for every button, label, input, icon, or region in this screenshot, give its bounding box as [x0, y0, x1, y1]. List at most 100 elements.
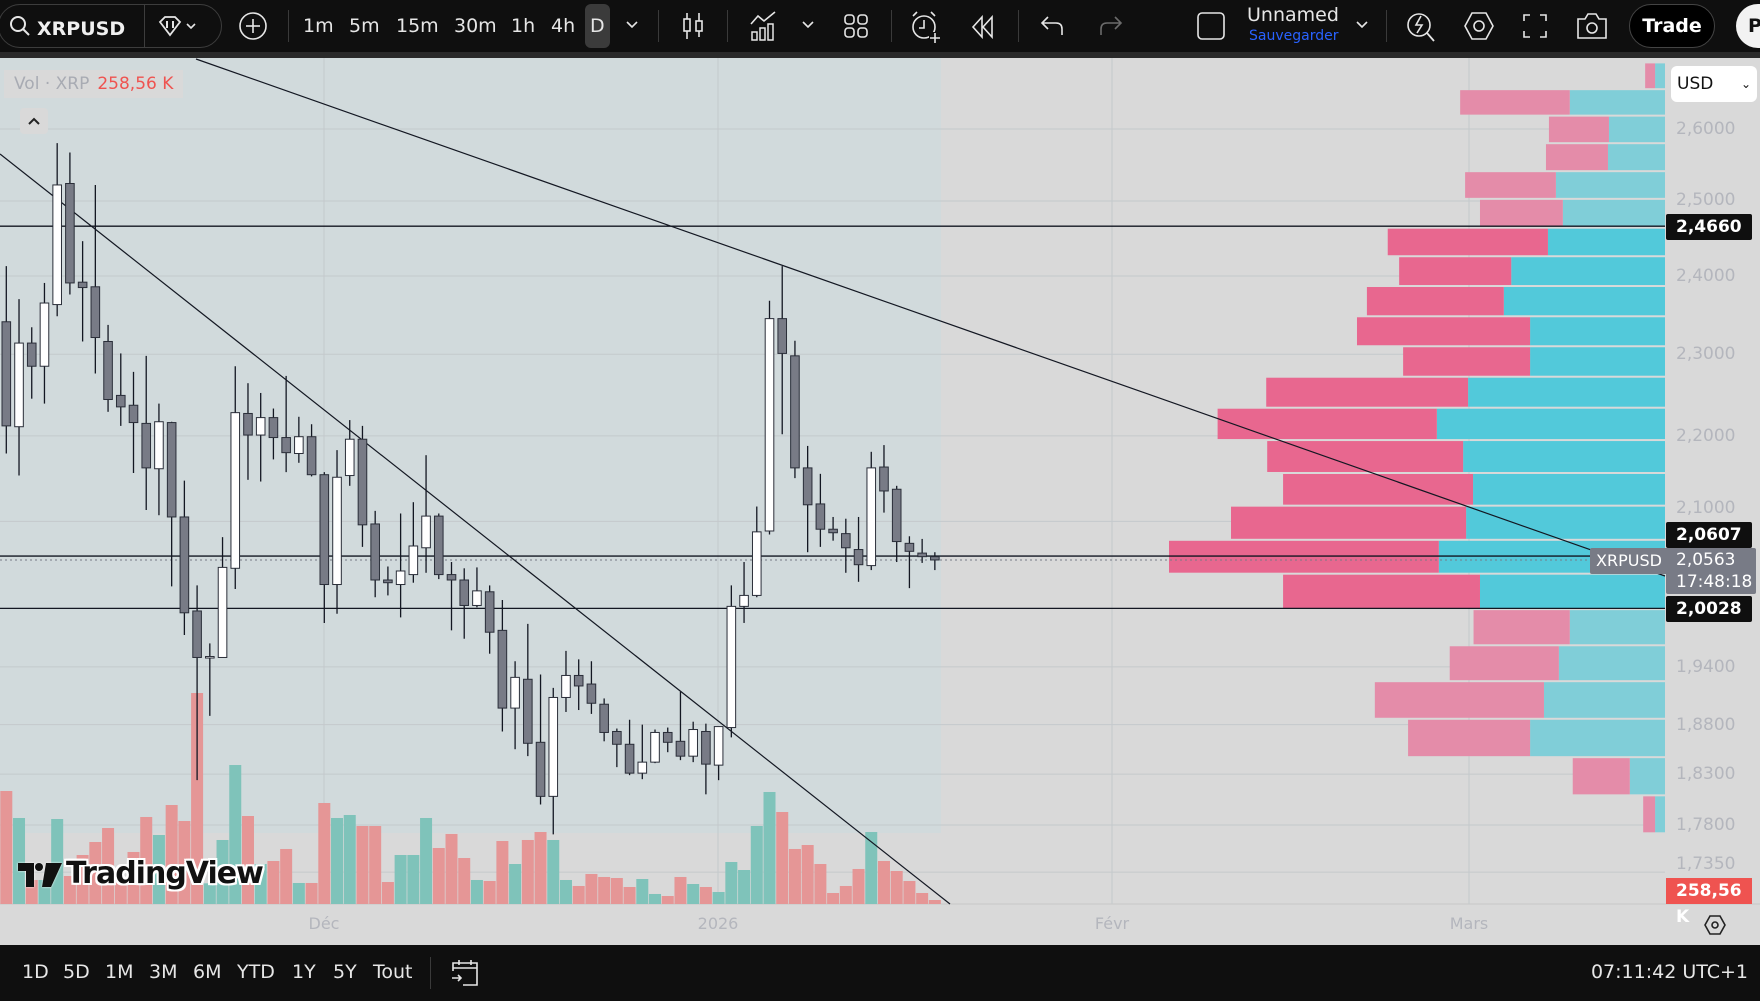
volume-profile-up-bar	[1511, 257, 1665, 286]
line-price-label: 2,0607	[1666, 522, 1752, 548]
replay-icon[interactable]	[970, 15, 998, 39]
candle-body	[395, 570, 406, 586]
candle-body	[535, 741, 546, 797]
symbol-search[interactable]: XRPUSD	[0, 4, 222, 48]
go-to-date-icon[interactable]	[451, 959, 479, 987]
timeframe-5m[interactable]: 5m	[349, 15, 380, 37]
volume-profile-up-bar	[1607, 144, 1665, 171]
volume-bar	[445, 833, 458, 904]
candle-body	[662, 731, 673, 743]
trade-button[interactable]: Trade	[1629, 4, 1715, 48]
watermark-text: TradingView	[66, 856, 264, 891]
volume-bar	[521, 839, 534, 904]
volume-bar	[89, 842, 102, 904]
volume-bar	[470, 879, 483, 904]
plus-circle-icon[interactable]	[238, 11, 268, 41]
timeframe-15m[interactable]: 15m	[396, 15, 439, 37]
collapse-legend-button[interactable]	[20, 108, 48, 134]
volume-bar	[712, 891, 725, 904]
candle-body	[841, 533, 851, 549]
chart-pane[interactable]	[0, 58, 1760, 945]
timeframe-30m[interactable]: 30m	[454, 15, 497, 37]
layout-grid-icon[interactable]	[843, 13, 869, 39]
candle-body	[230, 412, 241, 569]
candle-body	[128, 404, 139, 424]
volume-legend-label: Vol · XRP	[14, 74, 90, 94]
volume-legend[interactable]: Vol · XRP 258,56 K	[4, 70, 184, 98]
volume-profile-up-bar	[1569, 90, 1665, 115]
range-1d[interactable]: 1D	[22, 961, 49, 983]
timeframe-1h[interactable]: 1h	[511, 15, 536, 37]
volume-profile-down-bar	[1356, 317, 1531, 346]
range-all[interactable]: Tout	[373, 961, 413, 983]
candle-body	[281, 437, 291, 454]
range-1m[interactable]: 1M	[105, 961, 134, 983]
trend-line	[195, 58, 1666, 577]
settings-icon[interactable]	[1463, 11, 1495, 41]
candle-body	[828, 528, 838, 534]
bar-countdown: 17:48:18	[1676, 572, 1753, 592]
volume-bar	[801, 845, 814, 904]
price-tick-label: 2,2000	[1676, 425, 1736, 446]
volume-legend-value: 258,56 K	[97, 74, 174, 94]
undo-icon[interactable]	[1040, 15, 1066, 37]
candles-icon[interactable]	[680, 11, 706, 41]
volume-profile-down-bar	[1479, 199, 1563, 227]
chevron-down-icon[interactable]	[1355, 20, 1369, 30]
volume-bar	[509, 864, 522, 904]
candle-body	[319, 474, 330, 586]
divider	[1386, 10, 1387, 42]
top-toolbar: XRPUSD 1m 5m 15m 30m 1h 4h D	[0, 0, 1760, 52]
price-tick-label: 1,7800	[1676, 815, 1736, 836]
candle-body	[790, 355, 800, 469]
candle-body	[917, 552, 927, 558]
volume-bar	[343, 814, 356, 904]
symbol-name[interactable]: XRPUSD	[37, 18, 126, 40]
range-6m[interactable]: 6M	[193, 961, 222, 983]
indicators-icon[interactable]	[749, 10, 779, 42]
publish-button[interactable]: Pu	[1736, 4, 1760, 48]
range-5d[interactable]: 5D	[63, 961, 90, 983]
range-5y[interactable]: 5Y	[333, 961, 357, 983]
volume-bar	[750, 825, 763, 904]
price-chart[interactable]	[0, 58, 1760, 945]
save-link[interactable]: Sauvegarder	[1249, 28, 1339, 44]
last-price-value: 2,0563	[1676, 550, 1736, 570]
price-tick-label: 2,4000	[1676, 266, 1736, 287]
candle-body	[713, 726, 724, 766]
volume-bar	[63, 876, 76, 904]
currency-value: USD	[1677, 74, 1714, 94]
timeframe-4h[interactable]: 4h	[551, 15, 576, 37]
diamond-icon[interactable]	[157, 15, 197, 37]
chart-settings-icon[interactable]	[1703, 914, 1727, 936]
volume-bar	[420, 817, 433, 904]
timeframe-1m[interactable]: 1m	[303, 15, 334, 37]
range-ytd[interactable]: YTD	[237, 961, 275, 983]
candle-body	[306, 436, 317, 476]
alert-icon[interactable]	[909, 10, 941, 44]
layout-square-icon[interactable]	[1196, 11, 1226, 41]
candle-body	[688, 729, 698, 757]
volume-bar	[267, 860, 280, 904]
volume-profile-down-bar	[1465, 172, 1556, 198]
clock[interactable]: 07:11:42 UTC+1	[1590, 961, 1748, 983]
camera-icon[interactable]	[1576, 12, 1608, 40]
timeframe-d[interactable]: D	[585, 4, 610, 48]
range-1y[interactable]: 1Y	[292, 961, 316, 983]
candle-body	[383, 579, 393, 584]
quick-search-icon[interactable]	[1405, 10, 1437, 44]
time-label-fevr: Févr	[1094, 914, 1130, 933]
currency-select[interactable]: USD ⌄	[1671, 66, 1757, 102]
fullscreen-icon[interactable]	[1522, 13, 1548, 39]
chevron-down-icon[interactable]	[625, 20, 639, 30]
candle-body	[764, 318, 775, 532]
volume-profile-down-bar	[1408, 719, 1531, 757]
layout-name[interactable]: Unnamed	[1247, 4, 1339, 26]
chevron-down-icon[interactable]	[801, 20, 815, 30]
volume-bar	[407, 854, 420, 904]
volume-profile-down-bar	[1387, 228, 1548, 256]
volume-profile-up-bar	[1655, 796, 1665, 833]
resistance-price-label: 2,4660	[1666, 214, 1752, 240]
range-3m[interactable]: 3M	[149, 961, 178, 983]
redo-icon[interactable]	[1097, 15, 1123, 37]
